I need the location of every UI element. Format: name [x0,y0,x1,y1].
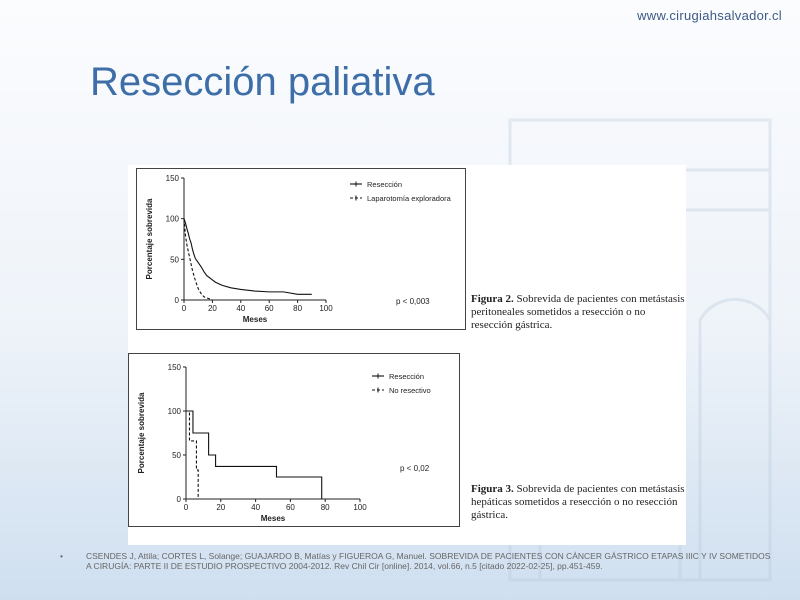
x-axis-label: Meses [243,315,268,324]
x-tick-label: 80 [293,304,302,313]
p-value-annotation: p < 0,003 [396,297,430,306]
slide-title: Resección paliativa [90,60,435,104]
legend-label: Resección [367,180,402,189]
figure-3-caption: Figura 3. Sobrevida de pacientes con met… [471,483,686,522]
x-tick-label: 60 [286,503,295,512]
caption-text: Sobrevida de pacientes con metástasis he… [471,483,685,521]
series-line-reseccion [183,218,312,295]
y-tick-label: 50 [170,255,179,264]
x-tick-label: 60 [265,304,274,313]
y-tick-label: 50 [172,451,181,460]
x-tick-label: 20 [208,304,217,313]
bullet: • [60,551,63,561]
x-tick-label: 100 [353,503,367,512]
chart-frame [128,353,460,527]
y-tick-label: 150 [166,174,180,183]
x-axis-label: Meses [261,514,286,523]
x-tick-label: 100 [319,304,333,313]
x-tick-label: 0 [184,503,189,512]
y-tick-label: 100 [166,215,180,224]
x-tick-label: 0 [182,304,187,313]
y-tick-label: 150 [168,363,182,372]
y-tick-label: 0 [175,296,180,305]
series-line-reseccion [186,410,323,499]
x-tick-label: 40 [251,503,260,512]
figure-panel: 0 20 40 60 80 100 0 50 100 150 Resección Laparotom… [128,165,686,545]
legend-label: No resectivo [389,386,431,395]
caption-text: Sobrevida de pacientes con metástasis pe… [471,293,685,331]
caption-label: Figura 2. [471,293,514,305]
legend-label: Resección [389,372,424,381]
reference-text: CSENDES J, Attila; CORTES L, Solange; GU… [86,551,771,571]
y-axis-label: Porcentaje sobrevida [145,198,154,279]
figure-2-caption: Figura 2. Sobrevida de pacientes con met… [471,293,686,332]
p-value-annotation: p < 0,02 [400,464,430,473]
y-tick-label: 0 [177,495,182,504]
series-line-comparison [183,218,213,301]
site-url[interactable]: www.cirugiahsalvador.cl [637,8,782,23]
x-tick-label: 20 [216,503,225,512]
x-tick-label: 40 [236,304,245,313]
chart-frame [136,168,466,330]
y-axis-label: Porcentaje sobrevida [137,392,146,473]
x-tick-label: 80 [321,503,330,512]
survival-chart-peritoneal: 0 20 40 60 80 100 0 50 100 150 Resección Laparotom… [136,168,466,330]
survival-chart-hepatic: 0 20 40 60 80 100 0 50 100 150 Resección No resect… [128,353,460,527]
legend-label: Laparotomía exploradora [367,194,452,203]
y-tick-label: 100 [168,407,182,416]
series-line-comparison [186,410,199,499]
caption-label: Figura 3. [471,483,514,495]
